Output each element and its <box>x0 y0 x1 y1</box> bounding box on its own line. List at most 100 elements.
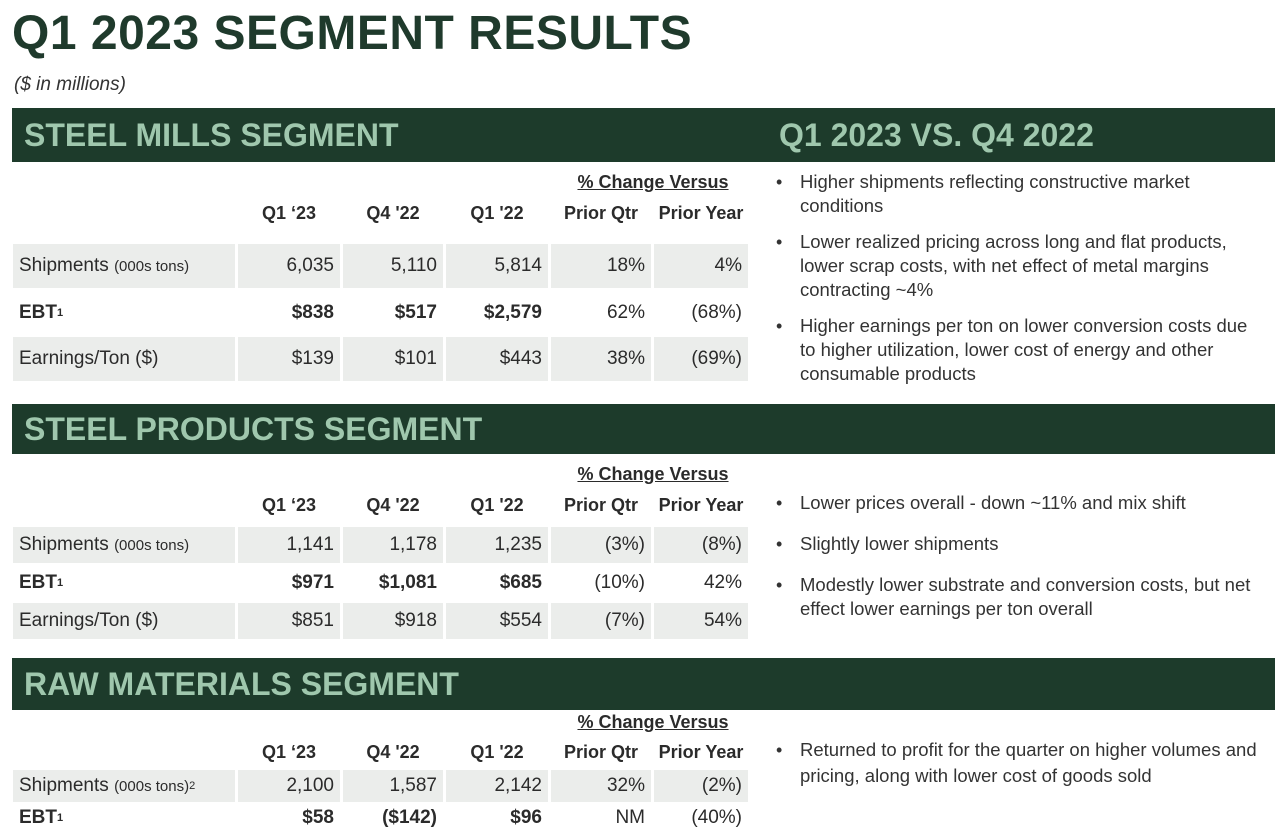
value-q1-22: $685 <box>499 572 542 593</box>
value-prior-year: 42% <box>703 572 742 593</box>
value-q1-23: $838 <box>291 302 334 323</box>
row-label: EBT <box>19 302 57 323</box>
value-q1-23: $58 <box>302 806 334 828</box>
row-label: Shipments <box>19 775 109 796</box>
bullet-item: • Lower prices overall - down ~11% and mi… <box>776 492 1186 513</box>
table-row-ebt: EBT 1 $838 $517 $2,579 62% (68%) <box>13 291 748 335</box>
value-prior-qtr: 38% <box>551 337 651 381</box>
value-prior-year: (69%) <box>654 337 748 381</box>
raw-materials-bullets: • Returned to profit for the quarter on h… <box>776 737 1266 789</box>
value-q1-22: 5,814 <box>446 244 548 288</box>
row-label-note: (000s tons) <box>114 777 190 795</box>
bullet-item: • Returned to profit for the quarter on h… <box>776 739 1257 786</box>
bullet-dot-icon: • <box>776 575 783 595</box>
raw-materials-header-band: RAW MATERIALS SEGMENT <box>12 658 1275 710</box>
segment-title: RAW MATERIALS SEGMENT <box>24 666 459 702</box>
value-q1-23: 1,141 <box>238 527 340 563</box>
segment-title: STEEL PRODUCTS SEGMENT <box>24 411 483 447</box>
value-q1-23: 2,100 <box>238 770 340 802</box>
value-q4-22: 1,587 <box>343 770 443 802</box>
col-q1-23: Q1 ‘23 <box>261 742 317 762</box>
value-q1-22: $2,579 <box>483 302 542 323</box>
steel-products-header-band: STEEL PRODUCTS SEGMENT <box>12 404 1275 454</box>
value-q1-22: 1,235 <box>446 527 548 563</box>
bullet-dot-icon: • <box>776 172 783 192</box>
col-prior-year: Prior Year <box>658 495 744 515</box>
col-q1-23: Q1 ‘23 <box>261 203 317 223</box>
change-versus-header: % Change Versus <box>577 172 729 192</box>
bullet-item: • Slightly lower shipments <box>776 533 999 554</box>
bullet-item: • Lower realized pricing across long and … <box>776 231 1227 300</box>
row-label: Shipments <box>19 255 109 276</box>
table-row-shipments: Shipments (000s tons) 6,035 5,110 5,814 … <box>13 244 748 288</box>
col-q1-22: Q1 '22 <box>470 495 524 515</box>
row-label-note: (000s tons) <box>114 536 190 554</box>
bullet-item: • Modestly lower substrate and conversion… <box>776 574 1251 619</box>
col-q4-22: Q4 '22 <box>366 742 420 762</box>
row-label: EBT <box>19 806 57 828</box>
value-q1-23: $971 <box>291 572 334 593</box>
row-label-note: (000s tons) <box>114 257 190 275</box>
table-row-ebt: EBT 1 $58 ($142) $96 NM (40%) <box>13 804 748 831</box>
value-prior-year: 4% <box>654 244 748 288</box>
value-q1-23: $851 <box>238 603 340 639</box>
value-prior-qtr: 32% <box>551 770 651 802</box>
change-versus-header: % Change Versus <box>577 712 729 732</box>
steel-mills-bullets: • Higher shipments reflecting constructiv… <box>776 170 1266 386</box>
bullet-item: • Higher earnings per ton on lower conver… <box>776 315 1248 384</box>
table-row-earnings-per-ton: Earnings/Ton ($) $851 $918 $554 (7%) 54% <box>13 603 748 639</box>
col-prior-year: Prior Year <box>658 203 744 223</box>
value-q4-22: $517 <box>394 302 437 323</box>
value-q1-22: $96 <box>510 806 542 828</box>
value-prior-year: (68%) <box>691 302 742 323</box>
steel-mills-header-band: STEEL MILLS SEGMENT Q1 2023 VS. Q4 2022 <box>12 108 1275 162</box>
value-q4-22: 1,178 <box>343 527 443 563</box>
change-versus-header: % Change Versus <box>577 464 729 484</box>
bullet-dot-icon: • <box>776 232 783 252</box>
col-q4-22: Q4 '22 <box>366 203 420 223</box>
row-label: Shipments <box>19 534 109 555</box>
col-q4-22: Q4 '22 <box>366 495 420 515</box>
comparison-title: Q1 2023 VS. Q4 2022 <box>779 117 1094 153</box>
bullet-dot-icon: • <box>776 740 783 760</box>
value-prior-year: 54% <box>654 603 748 639</box>
col-prior-qtr: Prior Qtr <box>563 742 638 762</box>
value-q4-22: 5,110 <box>343 244 443 288</box>
table-row-earnings-per-ton: Earnings/Ton ($) $139 $101 $443 38% (69%… <box>13 337 748 381</box>
value-q1-23: 6,035 <box>238 244 340 288</box>
value-q1-23: $139 <box>238 337 340 381</box>
col-q1-23: Q1 ‘23 <box>261 495 317 515</box>
col-prior-qtr: Prior Qtr <box>563 495 638 515</box>
value-q4-22: ($142) <box>382 806 437 828</box>
value-q4-22: $1,081 <box>378 572 437 593</box>
table-row-ebt: EBT 1 $971 $1,081 $685 (10%) 42% <box>13 565 748 601</box>
steel-products-bullets: • Lower prices overall - down ~11% and mi… <box>776 491 1266 621</box>
value-prior-qtr: (3%) <box>551 527 651 563</box>
bullet-dot-icon: • <box>776 316 783 336</box>
col-prior-year: Prior Year <box>658 742 744 762</box>
value-prior-qtr: 62% <box>606 302 645 323</box>
bullet-dot-icon: • <box>776 493 783 513</box>
bullet-dot-icon: • <box>776 534 783 554</box>
col-q1-22: Q1 '22 <box>470 203 524 223</box>
row-label: Earnings/Ton ($) <box>13 603 235 639</box>
value-prior-year: (8%) <box>654 527 748 563</box>
value-prior-qtr: 18% <box>551 244 651 288</box>
value-q4-22: $918 <box>343 603 443 639</box>
value-prior-qtr: (10%) <box>594 572 645 593</box>
value-q4-22: $101 <box>343 337 443 381</box>
value-prior-qtr: (7%) <box>551 603 651 639</box>
col-prior-qtr: Prior Qtr <box>563 203 638 223</box>
value-q1-22: $443 <box>446 337 548 381</box>
bullet-item: • Higher shipments reflecting constructiv… <box>776 171 1190 216</box>
value-prior-qtr: NM <box>615 806 645 828</box>
col-q1-22: Q1 '22 <box>470 742 524 762</box>
value-q1-22: 2,142 <box>446 770 548 802</box>
row-label: EBT <box>19 572 57 593</box>
segment-title: STEEL MILLS SEGMENT <box>24 117 399 153</box>
value-prior-year: (2%) <box>654 770 748 802</box>
value-prior-year: (40%) <box>691 806 742 828</box>
value-q1-22: $554 <box>446 603 548 639</box>
page-title: Q1 2023 SEGMENT RESULTS <box>12 7 693 60</box>
row-label: Earnings/Ton ($) <box>13 337 235 381</box>
